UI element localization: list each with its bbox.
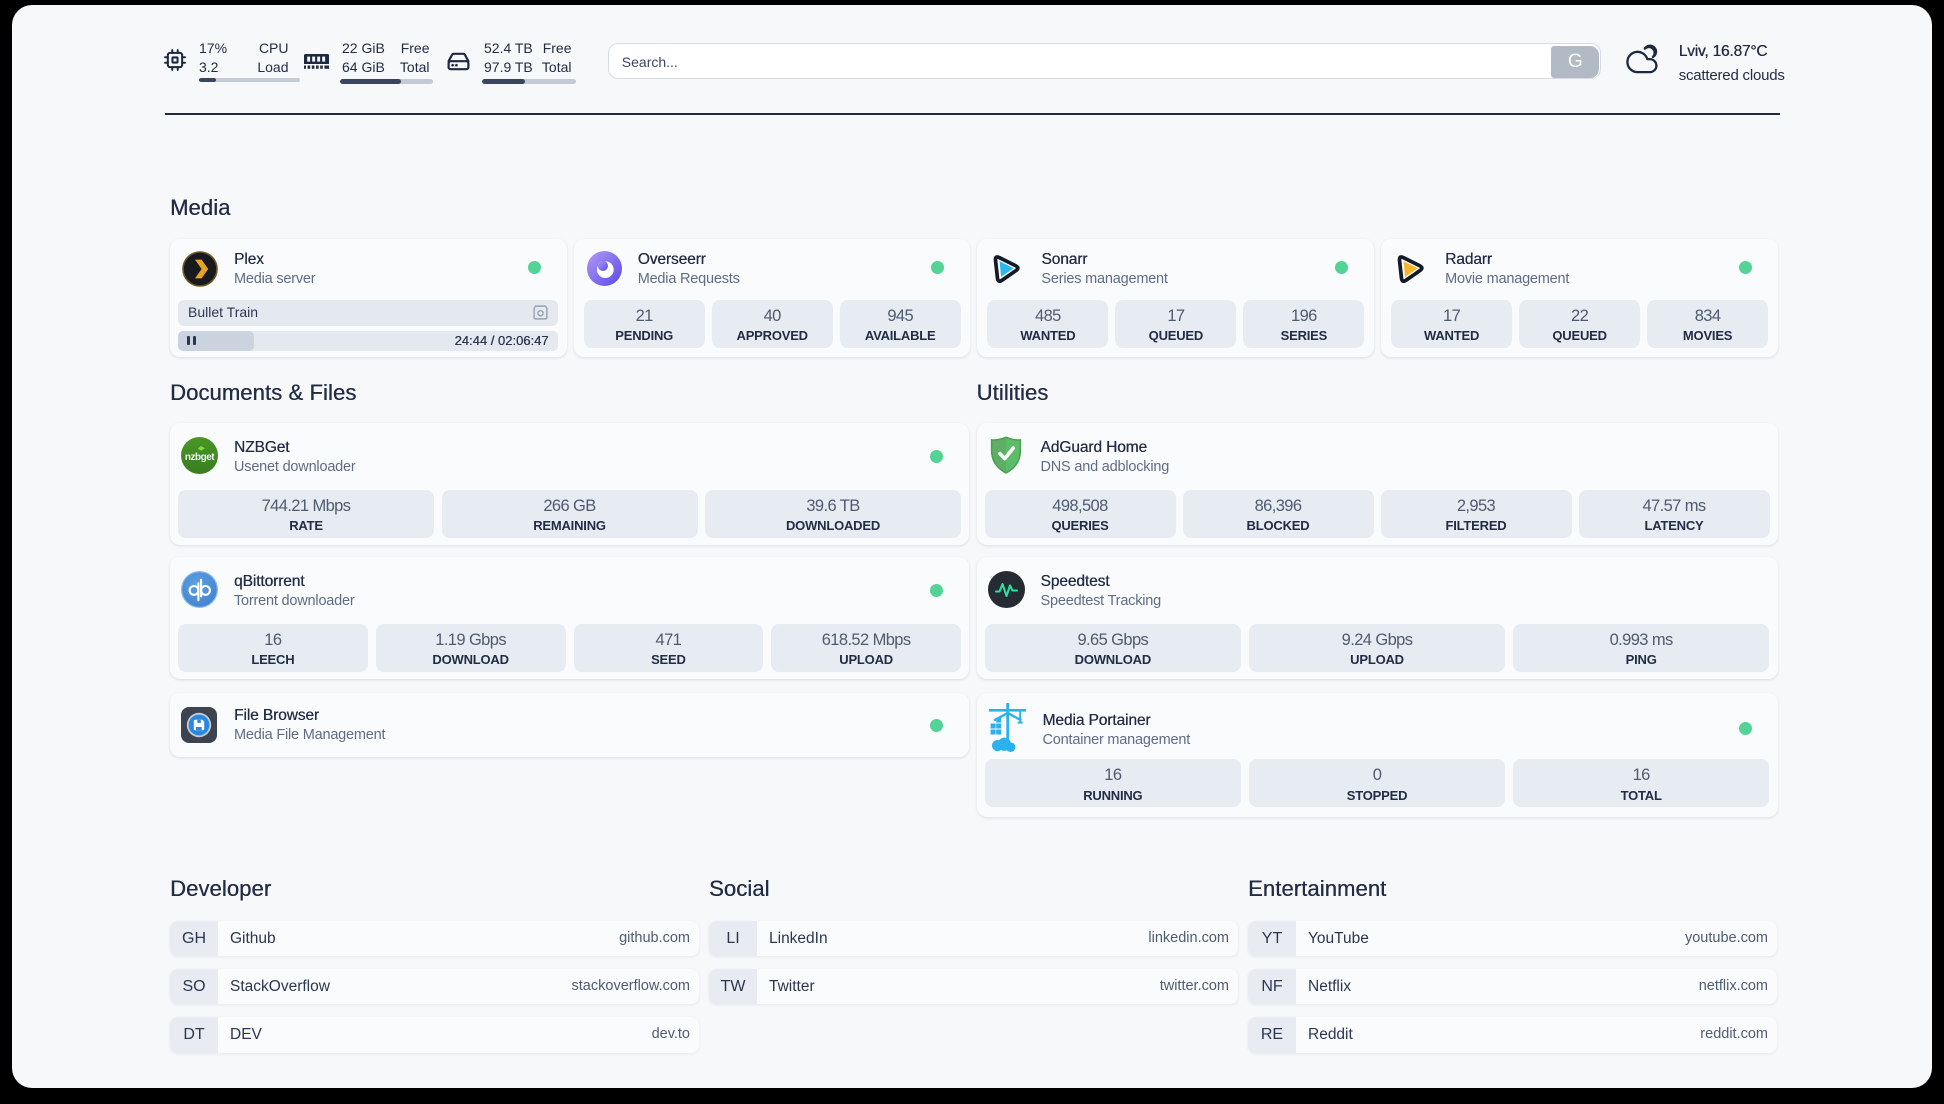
svg-text:nzbget: nzbget [185,453,215,464]
